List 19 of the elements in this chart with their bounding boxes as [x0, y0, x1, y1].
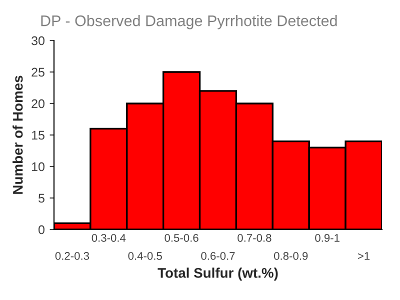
x-tick-label: 0.8-0.9: [274, 252, 308, 260]
x-tick-label: 0.4-0.5: [128, 252, 162, 260]
y-tick-label: 15: [32, 130, 44, 140]
chart-title: DP - Observed Damage Pyrrhotite Detected: [41, 15, 337, 30]
y-tick-label: 10: [32, 162, 44, 172]
x-tick-label: 0.3-0.4: [92, 234, 126, 242]
y-tick-label: 20: [32, 99, 44, 108]
y-axis-title: Number of Homes: [12, 76, 23, 194]
y-tick-label: 30: [32, 36, 44, 46]
y-tick-label: 5: [38, 194, 44, 203]
x-tick-label: 0.5-0.6: [164, 234, 198, 242]
x-axis-title: Total Sulfur (wt.%): [158, 268, 278, 281]
y-tick-label: 0: [38, 225, 44, 234]
x-tick-label: 0.2-0.3: [55, 252, 90, 260]
x-tick-label: 0.6-0.7: [201, 252, 235, 260]
x-tick-label: 0.9-1: [315, 234, 340, 242]
y-tick-label: 25: [32, 68, 44, 77]
x-tick-label: 0.7-0.8: [238, 234, 272, 242]
x-tick-label: >1: [358, 252, 370, 260]
